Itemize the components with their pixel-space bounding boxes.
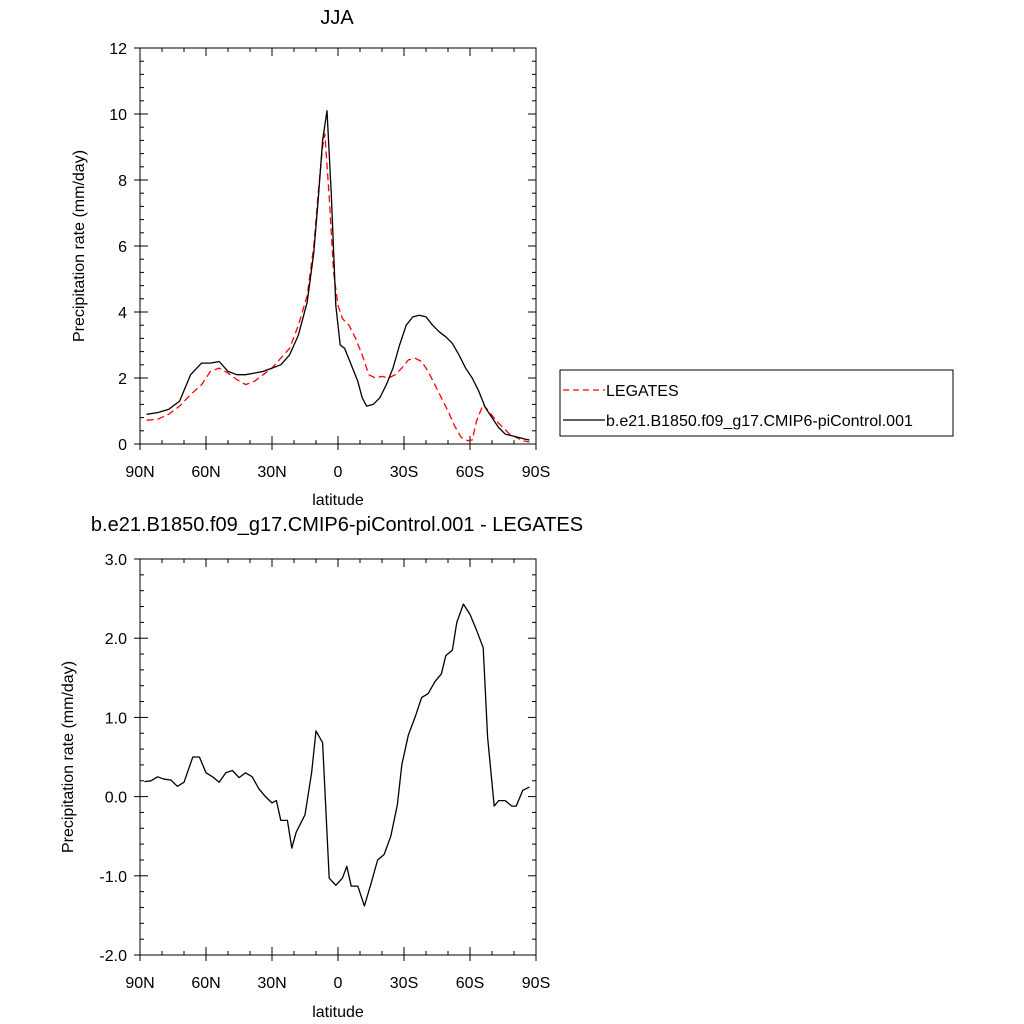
bottom-x-tick-label: 60S — [456, 975, 484, 992]
top-y-tick-label: 6 — [118, 239, 127, 256]
bottom-y-axis-label: Precipitation rate (mm/day) — [60, 661, 77, 853]
bottom-x-tick-label: 60N — [191, 975, 220, 992]
top-chart-title: JJA — [320, 7, 354, 29]
legend: LEGATES b.e21.B1850.f09_g17.CMIP6-piCont… — [559, 369, 954, 437]
bottom-y-tick-label: -2.0 — [99, 948, 127, 965]
bottom-x-tick-label: 0 — [334, 975, 343, 992]
bottom-y-tick-label: 2.0 — [105, 631, 127, 648]
bottom-x-tick-label: 90S — [522, 975, 550, 992]
top-y-tick-label: 10 — [109, 107, 127, 124]
top-y-tick-label: 2 — [118, 371, 127, 388]
top-y-axis-label: Precipitation rate (mm/day) — [71, 150, 88, 342]
top-x-tick-label: 30S — [390, 464, 418, 481]
bottom-x-tick-label: 90N — [125, 975, 154, 992]
top-x-tick-label: 60S — [456, 464, 484, 481]
top-y-tick-label: 8 — [118, 173, 127, 190]
bottom-y-tick-label: 3.0 — [105, 552, 127, 569]
bottom-y-tick-label: -1.0 — [99, 869, 127, 886]
bottom-y-tick-label: 0.0 — [105, 790, 127, 807]
top-x-tick-label: 30N — [257, 464, 286, 481]
top-series-line-0 — [146, 133, 530, 443]
legend-box — [559, 369, 954, 437]
bottom-chart: b.e21.B1850.f09_g17.CMIP6-piControl.001 … — [60, 514, 583, 1021]
bottom-x-tick-label: 30S — [390, 975, 418, 992]
top-x-tick-label: 60N — [191, 464, 220, 481]
bottom-series-line-0 — [144, 603, 530, 907]
bottom-y-tick-label: 1.0 — [105, 710, 127, 727]
top-lines — [146, 110, 530, 443]
top-plot-frame — [139, 47, 537, 445]
bottom-x-axis-label: latitude — [312, 1004, 364, 1021]
top-x-tick-label: 0 — [334, 464, 343, 481]
top-chart: JJA 90N 60N 30N 0 30S 60S 90S 0 2 4 6 8 10 12 latitud… — [71, 7, 954, 509]
top-ticks: 90N 60N 30N 0 30S 60S 90S 0 2 4 6 8 10 12 — [109, 41, 550, 481]
top-y-tick-label: 12 — [109, 41, 127, 58]
bottom-ticks: 90N 60N 30N 0 30S 60S 90S -2.0 -1.0 0.0 1.0 2.0 3.0 — [99, 552, 550, 992]
bottom-lines — [144, 603, 530, 907]
top-x-tick-label: 90N — [125, 464, 154, 481]
top-y-tick-label: 0 — [118, 437, 127, 454]
top-x-tick-label: 90S — [522, 464, 550, 481]
bottom-chart-title: b.e21.B1850.f09_g17.CMIP6-piControl.001 … — [91, 514, 583, 536]
bottom-x-tick-label: 30N — [257, 975, 286, 992]
top-series-line-1 — [146, 110, 530, 441]
legend-label-model: b.e21.B1850.f09_g17.CMIP6-piControl.001 — [606, 413, 913, 430]
top-x-axis-label: latitude — [312, 492, 364, 509]
legend-label-legates: LEGATES — [606, 383, 679, 400]
top-y-tick-label: 4 — [118, 305, 127, 322]
